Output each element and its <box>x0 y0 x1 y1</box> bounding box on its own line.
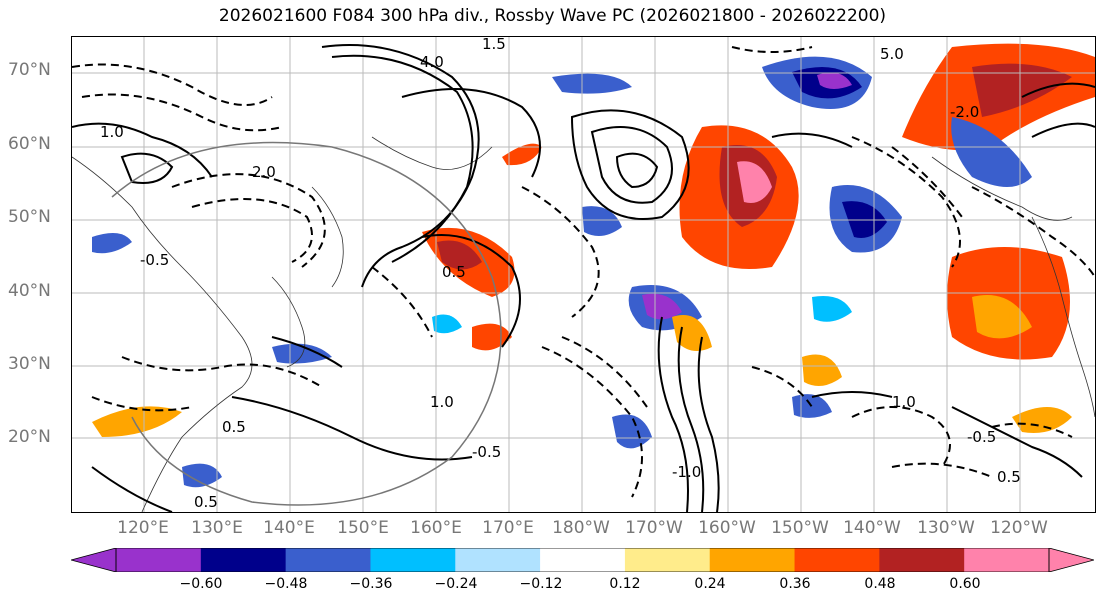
colorbar-segment <box>794 548 880 572</box>
lat-label-60n: 60°N <box>8 134 51 154</box>
colorbar-tick: −0.24 <box>434 576 478 592</box>
colorbar-extend-low <box>71 548 117 572</box>
lon-label-120e: 120°E <box>117 518 169 538</box>
contour-label: 0.5 <box>442 263 466 281</box>
contour-label: 0.5 <box>194 493 218 511</box>
lon-label-180w: 180°W <box>552 518 610 538</box>
contour-label: 5.0 <box>880 45 904 63</box>
colorbar-tick: 0.60 <box>949 576 981 592</box>
contour-label: 1.0 <box>430 393 454 411</box>
contour-label: 2.0 <box>252 163 276 181</box>
lon-label-160e: 160°E <box>410 518 462 538</box>
contour-label: 4.0 <box>420 53 444 71</box>
contour-label: -0.5 <box>472 443 501 461</box>
lon-label-160w: 160°W <box>698 518 756 538</box>
lon-label-140w: 140°W <box>843 518 901 538</box>
graticule <box>72 37 1095 512</box>
colorbar-tick: 0.36 <box>779 576 811 592</box>
colorbar-tick: 0.48 <box>864 576 896 592</box>
contour-label: -1.0 <box>672 463 701 481</box>
colorbar-segment <box>200 548 287 572</box>
lat-label-70n: 70°N <box>8 60 51 80</box>
colorbar-segment <box>624 548 711 572</box>
colorbar-segment <box>116 548 202 572</box>
lat-label-40n: 40°N <box>8 281 51 301</box>
lat-label-20n: 20°N <box>8 427 51 447</box>
colorbar-tick: −0.12 <box>519 576 563 592</box>
shaded-anomalies <box>92 43 1095 488</box>
solid-contours <box>72 44 1095 512</box>
lon-label-130w: 130°W <box>917 518 975 538</box>
colorbar-segment <box>540 548 626 572</box>
map-panel: 4.0 5.0 2.0 1.5 1.0 0.5 -0.5 -1.0 -2.0 -… <box>71 36 1096 513</box>
contour-label: 1.5 <box>482 37 506 53</box>
map-title: 2026021600 F084 300 hPa div., Rossby Wav… <box>218 6 887 26</box>
lon-label-130e: 130°E <box>191 518 243 538</box>
colorbar-tick: −0.60 <box>179 576 223 592</box>
lat-label-50n: 50°N <box>8 207 51 227</box>
colorbar-tick: −0.36 <box>349 576 393 592</box>
colorbar-tick: 0.24 <box>694 576 726 592</box>
reference-arcs <box>111 141 502 506</box>
contour-labels: 4.0 5.0 2.0 1.5 1.0 0.5 -0.5 -1.0 -2.0 -… <box>100 37 1021 511</box>
colorbar-extend-high <box>1048 548 1094 572</box>
lat-label-30n: 30°N <box>8 354 51 374</box>
divergence-map: 4.0 5.0 2.0 1.5 1.0 0.5 -0.5 -1.0 -2.0 -… <box>72 37 1095 512</box>
lon-label-140e: 140°E <box>263 518 315 538</box>
dashed-contours <box>72 46 1095 498</box>
contour-label: 1.0 <box>892 393 916 411</box>
contour-label: 1.0 <box>100 123 124 141</box>
colorbar-segment <box>285 548 371 572</box>
lon-label-120w: 120°W <box>990 518 1048 538</box>
colorbar <box>71 548 1094 572</box>
coastlines <box>72 136 1095 512</box>
colorbar-segment <box>879 548 965 572</box>
contour-label: -2.0 <box>950 103 979 121</box>
colorbar-segment <box>455 548 541 572</box>
lon-label-170w: 170°W <box>625 518 683 538</box>
contour-label: -0.5 <box>967 428 996 446</box>
contour-label: 0.5 <box>997 468 1021 486</box>
colorbar-segment <box>964 548 1050 572</box>
lon-label-150e: 150°E <box>337 518 389 538</box>
colorbar-segment <box>370 548 456 572</box>
colorbar-tick: −0.48 <box>264 576 308 592</box>
contour-label: 0.5 <box>222 418 246 436</box>
contour-label: -0.5 <box>140 251 169 269</box>
colorbar-tick: 0.12 <box>609 576 641 592</box>
lon-label-170e: 170°E <box>482 518 534 538</box>
colorbar-segment <box>709 548 796 572</box>
lon-label-150w: 150°W <box>771 518 829 538</box>
